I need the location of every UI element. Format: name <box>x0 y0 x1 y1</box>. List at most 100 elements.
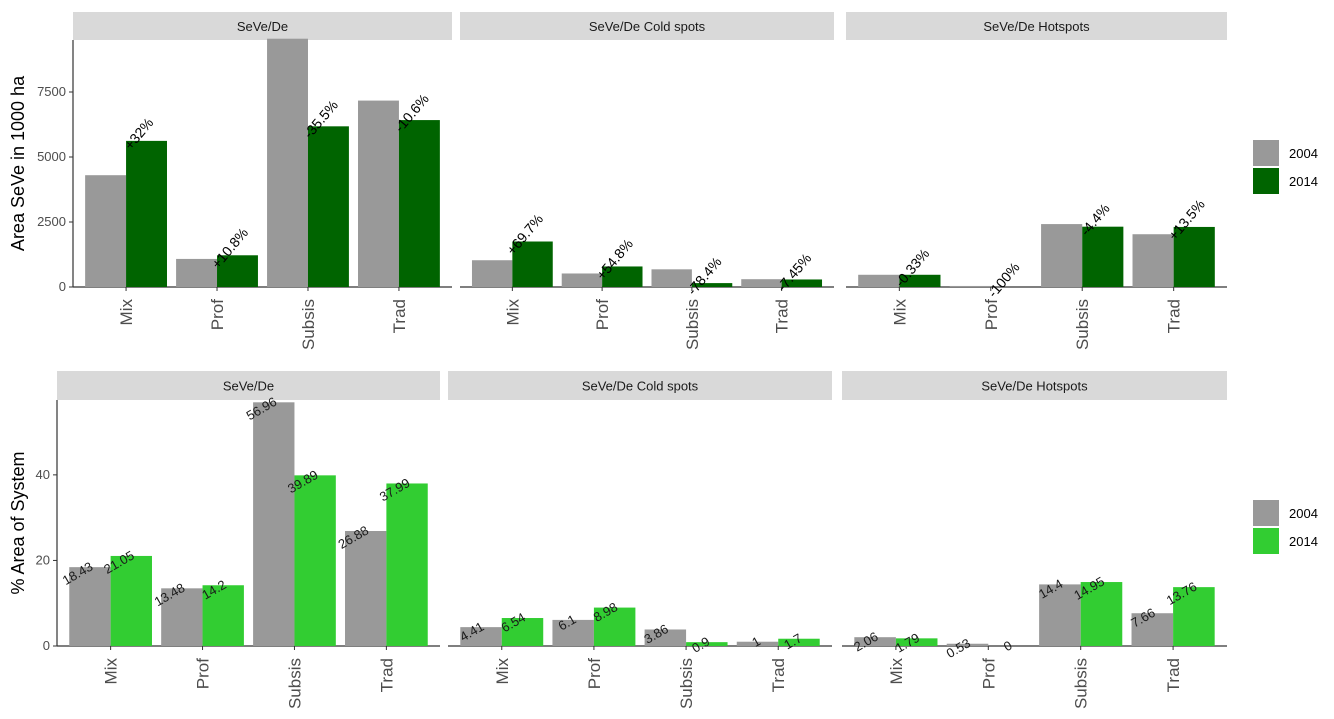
x-tick-label: Mix <box>503 299 522 326</box>
x-tick-label: Subsis <box>1072 658 1091 709</box>
facet-strip-title: SeVe/De <box>223 379 274 394</box>
x-tick-label: Subsis <box>677 658 696 709</box>
x-tick-label: Prof <box>585 658 604 689</box>
bar-2004 <box>471 260 513 287</box>
facet-strip-title: SeVe/De Cold spots <box>589 19 706 34</box>
x-tick-label: Mix <box>102 658 121 685</box>
facet-strip-title: SeVe/De <box>237 19 288 34</box>
bar-2014 <box>781 279 823 287</box>
bar-2004 <box>741 279 782 287</box>
bar-2004 <box>644 629 687 646</box>
data-label: 1.7 <box>781 630 804 652</box>
data-label: 0.9 <box>689 634 712 656</box>
facet-strip-title: SeVe/De Hotspots <box>981 379 1088 394</box>
legend-label: 2014 <box>1289 174 1318 189</box>
data-label: 0.53 <box>944 635 973 661</box>
bar-2004 <box>946 643 989 646</box>
x-tick-label: Mix <box>493 658 512 685</box>
facet-strip <box>57 371 440 400</box>
bar-2004 <box>858 274 900 287</box>
legend-label: 2004 <box>1289 506 1318 521</box>
bar-2004 <box>460 627 502 646</box>
x-tick-label: Prof <box>982 299 1001 330</box>
legend-key-2004 <box>1253 500 1279 526</box>
bar-2004 <box>345 531 387 646</box>
legend-label: 2004 <box>1289 146 1318 161</box>
x-tick-label: Mix <box>117 299 136 326</box>
bar-2004 <box>69 567 111 646</box>
change-label: -100% <box>984 259 1022 300</box>
bar-2014 <box>217 255 258 287</box>
bar-2014 <box>307 126 349 287</box>
facet-strip-title: SeVe/De Hotspots <box>983 19 1090 34</box>
change-label: -7.45% <box>774 250 815 294</box>
bar-2014 <box>386 483 428 646</box>
bar-2004 <box>253 402 295 646</box>
bar-2014 <box>602 266 643 287</box>
data-label: 2.06 <box>851 629 880 655</box>
legend-key-2014 <box>1253 528 1279 554</box>
legend-label: 2014 <box>1289 534 1318 549</box>
x-tick-label: Mix <box>887 658 906 685</box>
bar-2004 <box>1041 224 1083 287</box>
bar-2004 <box>561 273 603 287</box>
y-axis-label: Area SeVe in 1000 ha <box>8 75 28 251</box>
facet-strip <box>842 371 1227 400</box>
bar-2004 <box>267 38 308 288</box>
y-tick-label: 0 <box>43 638 50 653</box>
bar-2014 <box>1173 587 1215 646</box>
y-tick-label: 20 <box>36 552 50 567</box>
x-tick-label: Prof <box>208 299 227 330</box>
x-tick-label: Prof <box>593 299 612 330</box>
y-tick-label: 2500 <box>37 214 66 229</box>
facet-strip <box>846 12 1227 40</box>
y-axis-label: % Area of System <box>8 451 28 594</box>
facet-strip <box>448 371 832 400</box>
bar-2004 <box>736 641 779 646</box>
bar-2014 <box>398 120 440 287</box>
bar-2014 <box>1082 226 1124 287</box>
x-tick-label: Prof <box>194 658 213 689</box>
bar-2004 <box>854 637 896 646</box>
bar-2014 <box>1173 226 1215 287</box>
bar-2004 <box>1039 584 1081 646</box>
data-label: 1 <box>749 633 763 650</box>
bar-2014 <box>899 274 941 287</box>
bar-2014 <box>512 241 553 287</box>
bar-2014 <box>294 475 336 646</box>
x-tick-label: Trad <box>1164 658 1183 692</box>
y-tick-label: 7500 <box>37 84 66 99</box>
facet-strip <box>460 12 834 40</box>
bar-2004 <box>651 269 692 287</box>
facet-strip-title: SeVe/De Cold spots <box>582 379 699 394</box>
bar-2014 <box>778 638 820 646</box>
x-tick-label: Trad <box>377 658 396 692</box>
x-tick-label: Trad <box>773 299 792 333</box>
x-tick-label: Subsis <box>299 299 318 350</box>
x-tick-label: Prof <box>979 658 998 689</box>
data-label: 1.79 <box>893 630 922 656</box>
legend-key-2014 <box>1253 168 1279 194</box>
y-tick-label: 40 <box>36 467 50 482</box>
x-tick-label: Subsis <box>683 299 702 350</box>
x-tick-label: Trad <box>769 658 788 692</box>
bar-2004 <box>1132 234 1174 287</box>
bar-2004 <box>949 285 991 287</box>
bar-2014 <box>686 642 728 646</box>
bar-2004 <box>176 258 218 287</box>
x-tick-label: Trad <box>390 299 409 333</box>
bar-2014 <box>110 555 152 646</box>
x-tick-label: Subsis <box>1073 299 1092 350</box>
y-tick-label: 0 <box>59 279 66 294</box>
bar-2014 <box>1080 582 1123 646</box>
bar-2014 <box>202 585 244 646</box>
bar-2004 <box>358 100 399 287</box>
bar-2014 <box>691 283 733 287</box>
bar-2014 <box>895 638 938 646</box>
bar-2004 <box>85 175 127 287</box>
bar-2004 <box>1131 613 1174 646</box>
legend-key-2004 <box>1253 140 1279 166</box>
bar-2004 <box>552 619 594 646</box>
bar-2014 <box>126 140 167 287</box>
x-tick-label: Trad <box>1165 299 1184 333</box>
